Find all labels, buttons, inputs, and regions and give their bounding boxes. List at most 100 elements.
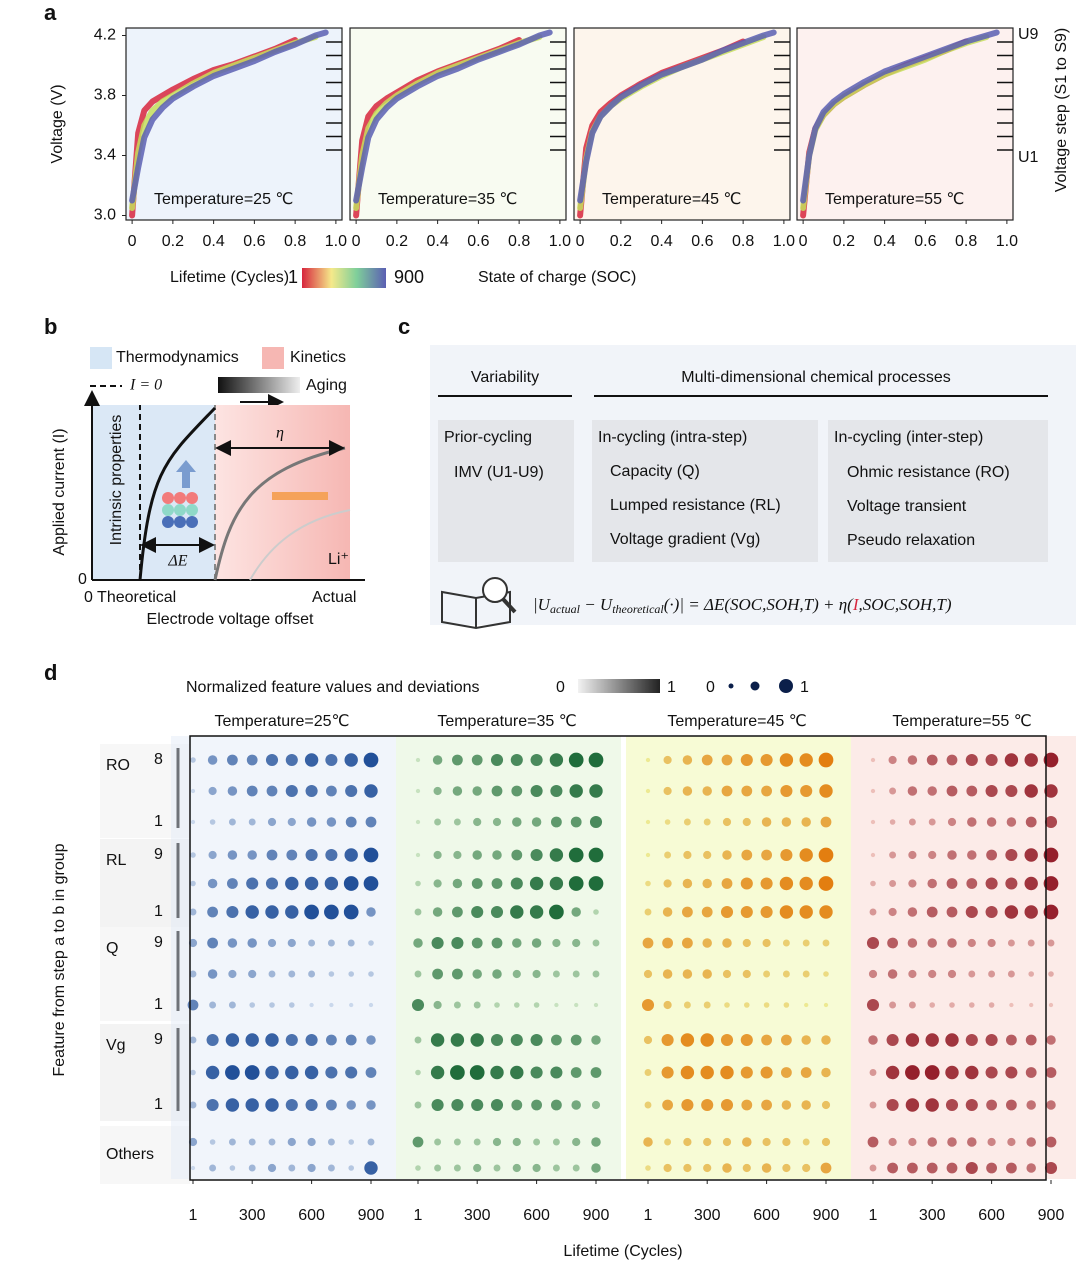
feature-dot xyxy=(985,1066,998,1079)
feature-dot xyxy=(492,1137,502,1147)
feature-dot xyxy=(703,1163,712,1173)
feature-dot xyxy=(1025,1067,1037,1078)
feature-dot xyxy=(760,905,773,919)
feature-dot xyxy=(742,969,751,979)
feature-dot xyxy=(190,1069,196,1076)
kinetic-curve xyxy=(249,509,351,581)
feature-dot xyxy=(588,752,604,768)
feature-dot xyxy=(683,850,692,860)
box-title: In-cycling (inter-step) xyxy=(834,429,983,446)
colorbar-label: Lifetime (Cycles) xyxy=(170,269,289,286)
feature-dot xyxy=(801,1100,811,1110)
feature-dot xyxy=(802,1163,811,1173)
feature-dot xyxy=(782,1137,791,1147)
region-label: Intrinsic properties xyxy=(108,415,125,546)
feature-dot xyxy=(1027,939,1035,947)
feature-dot xyxy=(472,969,482,979)
feature-dot xyxy=(227,938,238,948)
box-item: Voltage gradient (Vg) xyxy=(610,531,760,548)
legend-swatch xyxy=(262,347,284,369)
feature-dot xyxy=(327,939,335,947)
feature-dot xyxy=(802,939,810,947)
x-tick-label: 900 xyxy=(583,1207,610,1224)
feature-dot xyxy=(1043,904,1059,920)
feature-dot xyxy=(344,753,358,767)
feature-dot xyxy=(591,1100,601,1110)
feature-dot xyxy=(190,1165,196,1171)
feature-dot xyxy=(645,819,651,825)
feature-dot xyxy=(267,817,277,827)
y-axis-label: Feature from step a to b in group xyxy=(51,843,68,1076)
feature-dot xyxy=(325,848,338,862)
feature-dot xyxy=(889,819,896,825)
formula-part: ,SOC,SOH,T) xyxy=(859,595,952,614)
feature-dot xyxy=(287,938,296,948)
x-tick-label: 1.0 xyxy=(325,233,347,250)
feature-dot xyxy=(645,852,651,858)
feature-dot xyxy=(742,938,751,948)
y2-tick-label: U9 xyxy=(1018,26,1039,43)
feature-dot xyxy=(190,880,196,887)
feature-dot xyxy=(285,753,298,767)
feature-dot xyxy=(887,937,899,949)
colorbar-min: 1 xyxy=(288,267,298,287)
feature-dot xyxy=(802,970,810,978)
feature-dot xyxy=(574,1002,579,1008)
feature-dot xyxy=(552,970,560,978)
panel-label: c xyxy=(398,314,410,339)
feature-dot xyxy=(432,907,443,917)
feature-dot xyxy=(888,755,897,765)
x-tick-label: 0.8 xyxy=(732,233,754,250)
feature-dot xyxy=(663,1163,672,1173)
feature-dot xyxy=(267,1163,277,1173)
feature-dot xyxy=(324,904,339,920)
feature-dot xyxy=(572,938,581,948)
feature-dot xyxy=(366,907,376,917)
feature-dot xyxy=(946,785,958,797)
feature-dot xyxy=(1024,848,1038,862)
x-start-label: 0 Theoretical xyxy=(84,589,176,606)
feature-dot xyxy=(683,1001,691,1009)
feature-dot xyxy=(346,1100,356,1110)
feature-dot xyxy=(1009,1002,1014,1008)
feature-dot xyxy=(868,1035,878,1045)
feature-dot xyxy=(189,1036,197,1044)
feature-dot xyxy=(572,1164,580,1172)
feature-dot xyxy=(986,817,997,827)
feature-dot xyxy=(1006,1162,1017,1174)
feature-dot xyxy=(431,1098,444,1112)
feature-dot xyxy=(532,969,541,979)
feature-dot xyxy=(662,937,674,949)
feature-dot xyxy=(905,1098,920,1112)
panel-background xyxy=(626,736,851,1179)
feature-dot xyxy=(450,1065,465,1080)
x-tick-label: 300 xyxy=(464,1207,491,1224)
feature-dot xyxy=(761,817,772,827)
x-tick-label: 300 xyxy=(239,1207,266,1224)
x-tick-label: 0 xyxy=(576,233,585,250)
feature-dot xyxy=(343,904,359,920)
feature-dot xyxy=(945,1098,959,1112)
feature-dot xyxy=(530,848,543,862)
feature-dot xyxy=(245,1033,259,1047)
feature-dot xyxy=(434,1138,442,1146)
feature-dot xyxy=(947,1137,957,1147)
feature-dot xyxy=(1004,753,1019,767)
y-axis-label: Applied current (I) xyxy=(51,428,68,555)
feature-dot xyxy=(269,1002,275,1008)
feature-dot xyxy=(248,969,257,979)
feature-dot xyxy=(364,784,378,798)
feature-dot xyxy=(228,969,237,979)
x-tick-label: 1 xyxy=(644,1207,653,1224)
feature-dot xyxy=(349,1002,354,1008)
feature-dot xyxy=(285,876,299,891)
step-start: 9 xyxy=(154,934,163,951)
feature-dot xyxy=(288,970,296,978)
feature-dot xyxy=(348,971,355,977)
step-start: 9 xyxy=(154,846,163,863)
feature-dot xyxy=(680,1033,695,1047)
feature-dot xyxy=(569,784,583,798)
voltage-curve xyxy=(577,29,777,204)
feature-dot xyxy=(682,755,693,765)
feature-dot xyxy=(365,816,377,828)
